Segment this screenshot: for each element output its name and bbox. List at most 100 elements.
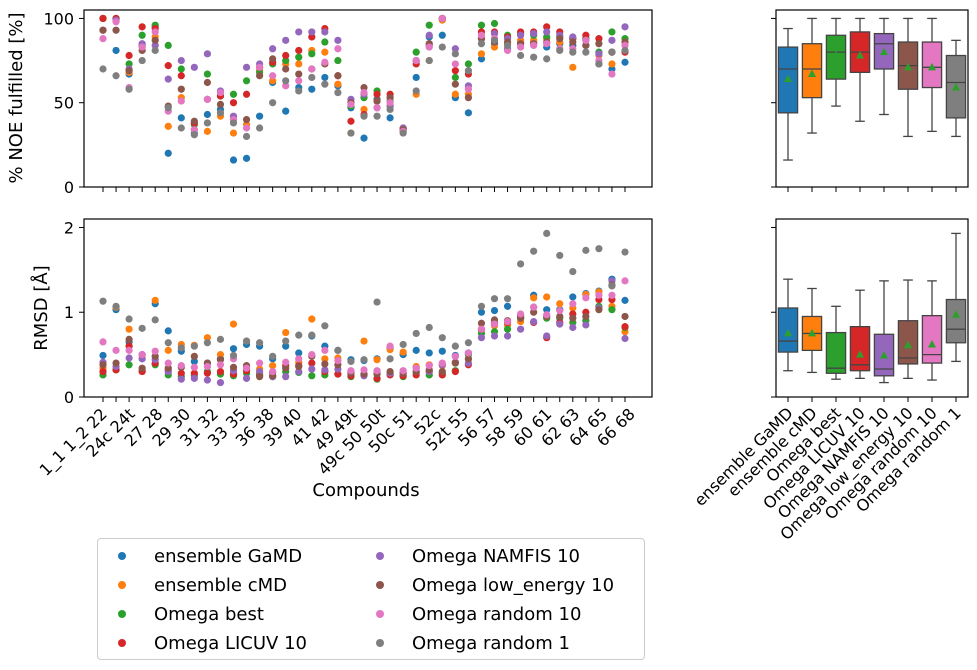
noe-point [451, 45, 459, 53]
legend-item: Omega best [118, 601, 264, 627]
rmsd-point [543, 229, 551, 238]
rmsd-y-tick-label: 0 [64, 388, 74, 407]
rmsd-point [282, 373, 290, 381]
noe-point [595, 35, 603, 43]
noe-point [282, 51, 290, 60]
rmsd-point [138, 324, 146, 332]
noe-point [164, 41, 172, 50]
noe-point [190, 117, 198, 125]
rmsd-point [125, 335, 133, 343]
noe-point [164, 62, 172, 70]
rmsd-point [269, 367, 277, 376]
noe-point [425, 43, 433, 51]
rmsd-point [216, 367, 225, 376]
rmsd-point [321, 360, 329, 368]
noe-point [425, 31, 433, 39]
rmsd-point [621, 296, 629, 304]
noe-box-mean-marker [904, 62, 912, 71]
noe-point [517, 43, 525, 51]
noe-point [334, 56, 342, 65]
legend-marker [376, 610, 384, 618]
noe-point [203, 110, 211, 119]
noe-point [543, 55, 551, 63]
rmsd-point [608, 282, 616, 290]
noe-point [99, 26, 107, 34]
noe-point [190, 63, 198, 71]
legend-item: ensemble GaMD [118, 543, 302, 569]
noe-point [412, 48, 420, 56]
noe-point [543, 33, 551, 41]
noe-y-tick-label: 0 [64, 178, 74, 197]
rmsd-point [164, 339, 172, 347]
rmsd-point [203, 369, 211, 377]
rmsd-point [269, 352, 277, 360]
noe-point [582, 48, 590, 56]
noe-point [295, 53, 303, 61]
noe-point [112, 26, 120, 34]
rmsd-point [138, 351, 146, 359]
rmsd-box-mean-marker [832, 350, 840, 358]
rmsd-point [503, 332, 512, 340]
rmsd-point [451, 367, 459, 376]
noe-point [282, 65, 290, 73]
legend-item: Omega low_energy 10 [376, 572, 614, 598]
noe-point [321, 73, 329, 82]
rmsd-point [451, 359, 459, 367]
noe-point [269, 77, 277, 85]
legend-marker [118, 581, 126, 589]
rmsd-point [308, 351, 316, 359]
rmsd-point [295, 362, 303, 371]
noe-point [282, 77, 290, 85]
noe-point [451, 80, 459, 88]
noe-point [242, 90, 251, 98]
noe-point [269, 99, 277, 107]
rmsd-point [177, 375, 185, 383]
noe-point [386, 105, 394, 114]
noe-point [242, 132, 251, 141]
rmsd-point [621, 323, 629, 331]
noe-box-item [897, 17, 919, 138]
noe-point [530, 53, 538, 61]
noe-point [256, 72, 264, 80]
rmsd-point [321, 355, 329, 363]
noe-point [386, 114, 394, 122]
rmsd-point [582, 294, 590, 302]
noe-point [360, 134, 368, 142]
noe-point [373, 97, 381, 105]
noe-point [256, 124, 264, 132]
noe-point [595, 40, 603, 48]
rmsd-box-body [849, 325, 871, 372]
noe-point [269, 55, 277, 63]
noe-point [321, 48, 329, 56]
rmsd-box-mean-marker [952, 310, 960, 318]
noe-point [282, 56, 290, 65]
rmsd-point [177, 369, 185, 377]
legend-label: ensemble GaMD [154, 545, 303, 567]
noe-point [216, 109, 225, 117]
noe-point [503, 41, 512, 50]
rmsd-point [308, 372, 316, 380]
noe-point [386, 99, 394, 107]
rmsd-point [295, 349, 303, 357]
rmsd-point [530, 294, 538, 302]
noe-point [621, 58, 629, 66]
noe-point [530, 41, 538, 50]
rmsd-point [399, 340, 407, 349]
noe-point [125, 85, 133, 93]
rmsd-point [530, 308, 538, 316]
noe-point [295, 87, 303, 95]
rmsd-point [242, 337, 251, 345]
noe-point [608, 28, 616, 36]
noe-point [360, 105, 368, 114]
rmsd-point [295, 331, 303, 339]
rmsd-point [99, 297, 107, 305]
rmsd-point [308, 365, 316, 373]
rmsd-point [503, 302, 512, 310]
noe-point [569, 63, 577, 71]
noe-point [229, 156, 238, 164]
rmsd-point [425, 323, 433, 332]
noe-box-item [945, 39, 967, 138]
rmsd-point [229, 363, 238, 371]
rmsd-box-item [849, 289, 871, 380]
